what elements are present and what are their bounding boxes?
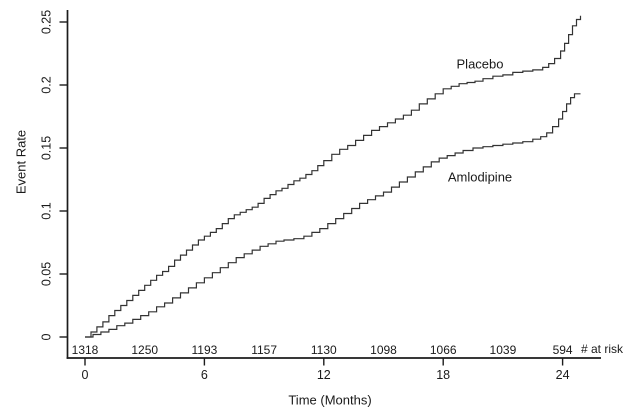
at-risk-count: 1250 <box>131 343 158 357</box>
at-risk-count: 1157 <box>251 343 277 357</box>
series-curve-placebo <box>85 15 582 338</box>
y-tick-label: 0.1 <box>39 202 53 219</box>
x-tick-label: 24 <box>556 368 570 382</box>
at-risk-count: 594 <box>553 343 573 357</box>
x-tick-label: 18 <box>436 368 450 382</box>
at-risk-count: 1193 <box>191 343 217 357</box>
y-tick-label: 0 <box>39 333 53 340</box>
y-tick-label: 0.2 <box>39 76 53 93</box>
at-risk-count: 1130 <box>311 343 337 357</box>
at-risk-row-label: # at risk <box>581 342 624 356</box>
series-label-placebo: Placebo <box>456 56 504 72</box>
at-risk-count: 1318 <box>72 343 99 357</box>
y-axis-title: Event Rate <box>13 129 29 195</box>
series-label-amlodipine: Amlodipine <box>447 169 513 185</box>
x-axis-title: Time (Months) <box>288 392 372 408</box>
at-risk-count: 1039 <box>490 343 517 357</box>
series-curve-amlodipine <box>85 93 581 338</box>
x-tick-label: 12 <box>317 368 331 382</box>
x-tick-label: 6 <box>201 368 208 382</box>
y-tick-label: 0.15 <box>39 136 53 160</box>
y-tick-label: 0.05 <box>39 262 53 286</box>
at-risk-count: 1066 <box>430 343 457 357</box>
y-tick-label: 0.25 <box>39 10 53 34</box>
x-tick-label: 0 <box>82 368 89 382</box>
at-risk-count: 1098 <box>370 343 397 357</box>
